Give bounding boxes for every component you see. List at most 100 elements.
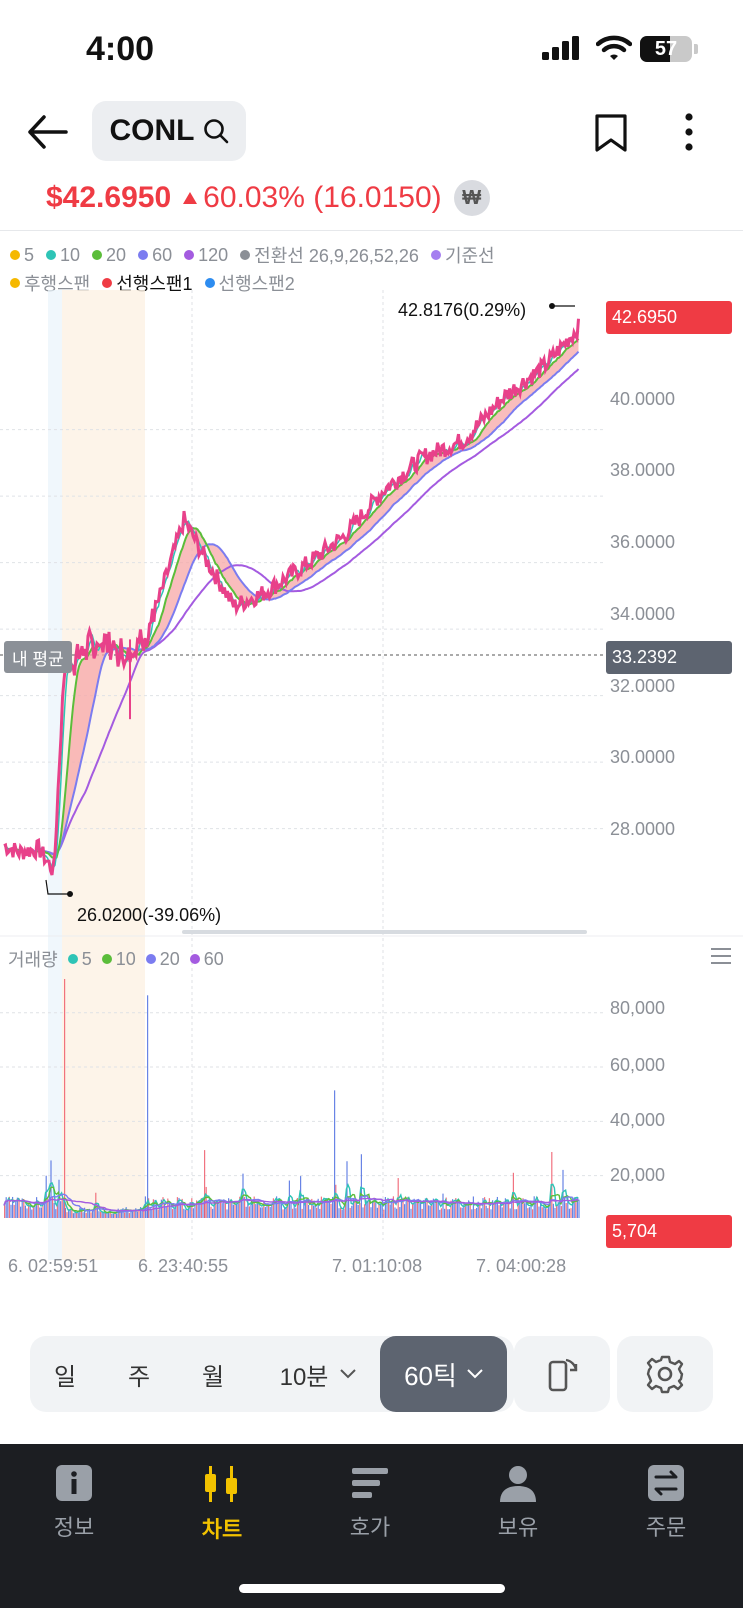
back-arrow-icon[interactable] — [26, 114, 70, 150]
volume-bar — [32, 1205, 34, 1218]
volume-bar — [188, 1209, 190, 1218]
menu-icon[interactable] — [710, 947, 732, 965]
currency-toggle-button[interactable]: ₩ — [453, 180, 490, 216]
volume-bar — [498, 1205, 500, 1218]
volume-bar — [295, 1208, 297, 1218]
legend-item[interactable]: 선행스팬1 — [102, 270, 193, 296]
price-axis-tick: 36.0000 — [610, 532, 676, 552]
price-axis-tick: 40.0000 — [610, 389, 676, 409]
search-icon — [203, 119, 228, 144]
volume-bar — [180, 1205, 182, 1218]
volume-bar — [559, 1201, 561, 1218]
minute-interval-dropdown[interactable]: 10분 — [258, 1336, 378, 1412]
volume-bar — [532, 1209, 534, 1218]
volume-bar — [564, 1197, 566, 1218]
symbol-search-button[interactable]: CONL — [92, 101, 246, 161]
time-axis-label: 6. 23:40:55 — [138, 1256, 229, 1276]
nav-order[interactable]: 주문 — [606, 1464, 726, 1542]
volume-bar — [514, 1209, 516, 1218]
ma60-line — [3, 350, 580, 856]
volume-bar — [192, 1208, 194, 1218]
chart-settings-button[interactable] — [617, 1336, 713, 1412]
volume-bar — [204, 1150, 206, 1218]
more-options-icon[interactable] — [684, 112, 694, 152]
volume-legend[interactable]: 거래량 5 10 20 60 — [8, 946, 224, 972]
volume-bar — [424, 1198, 426, 1218]
minute-interval-label: 10분 — [279, 1363, 329, 1391]
volume-bar — [522, 1198, 524, 1218]
nav-orderbook[interactable]: 호가 — [310, 1464, 430, 1542]
volume-bar — [316, 1207, 318, 1218]
volume-bar — [253, 1196, 255, 1218]
current-price: $42.6950 — [46, 181, 172, 214]
legend-item[interactable]: 20 — [92, 242, 126, 268]
legend-dot — [184, 250, 195, 260]
volume-bar — [429, 1205, 431, 1218]
volume-bar — [248, 1206, 250, 1218]
price-axis-tick: 32.0000 — [610, 676, 676, 696]
nav-chart-label: 차트 — [201, 1517, 243, 1542]
volume-bar — [210, 1206, 212, 1218]
wifi-icon — [596, 35, 632, 60]
legend-label: 20 — [106, 244, 127, 265]
volume-bar — [186, 1209, 188, 1218]
volume-bar — [480, 1208, 482, 1218]
indicator-legend-row2[interactable]: 후행스팬 선행스팬1 선행스팬2 — [10, 270, 295, 296]
rotate-screen-button[interactable] — [514, 1336, 610, 1412]
volume-bar — [157, 1209, 159, 1218]
legend-item[interactable]: 5 — [10, 242, 34, 268]
time-axis-label: 6. 02:59:51 — [8, 1256, 99, 1276]
nav-holdings[interactable]: 보유 — [458, 1464, 578, 1542]
price-chart[interactable] — [0, 230, 743, 1260]
volume-bar — [516, 1209, 518, 1218]
legend-item[interactable]: 60 — [138, 242, 172, 268]
price-line — [3, 318, 580, 876]
legend-label: 5 — [24, 244, 35, 265]
volume-bar — [541, 1207, 543, 1218]
legend-item[interactable]: 전환선 26,9,26,52,26 — [240, 242, 419, 268]
volume-bar — [340, 1207, 342, 1218]
volume-bar — [527, 1208, 529, 1218]
volume-bar — [149, 1207, 151, 1218]
volume-bar — [533, 1196, 535, 1218]
tick-interval-dropdown[interactable]: 60틱 — [380, 1336, 507, 1412]
tick-interval-label: 60틱 — [404, 1360, 457, 1391]
volume-bar — [320, 1196, 322, 1218]
legend-item[interactable]: 120 — [184, 242, 228, 268]
legend-item[interactable]: 10 — [46, 242, 80, 268]
nav-info[interactable]: 정보 — [14, 1464, 134, 1542]
status-time: 4:00 — [86, 30, 155, 68]
legend-item[interactable]: 기준선 — [430, 242, 495, 268]
period-day-button[interactable]: 일 — [53, 1363, 77, 1391]
volume-bar — [437, 1201, 439, 1218]
volume-bar — [114, 1212, 116, 1218]
volume-bar — [237, 1200, 239, 1218]
period-month-button[interactable]: 월 — [201, 1363, 225, 1391]
bookmark-icon[interactable] — [594, 114, 628, 152]
legend-dot — [92, 250, 103, 260]
legend-item[interactable]: 선행스팬2 — [204, 270, 295, 296]
volume-bar — [509, 1208, 511, 1218]
time-axis-label: 7. 04:00:28 — [476, 1256, 567, 1276]
legend-item[interactable]: 후행스팬 — [10, 270, 90, 296]
volume-bar — [372, 1200, 374, 1218]
volume-bar — [402, 1197, 404, 1218]
volume-bar — [229, 1199, 231, 1218]
volume-bar — [112, 1213, 114, 1218]
indicator-legend-row1[interactable]: 5 10 20 60 120 전환선 26,9,26,52,26 기준선 — [10, 242, 495, 268]
period-week-button[interactable]: 주 — [127, 1363, 151, 1391]
volume-bar — [101, 1211, 103, 1218]
volume-axis-tick: 20,000 — [610, 1165, 666, 1185]
volume-bar — [29, 1206, 31, 1218]
volume-bar — [138, 1209, 140, 1218]
volume-bar — [309, 1209, 311, 1218]
volume-bar — [42, 1202, 44, 1218]
volume-bar — [39, 1207, 41, 1218]
volume-bar — [128, 1213, 130, 1218]
volume-bar — [348, 1196, 350, 1218]
volume-bar — [90, 1212, 92, 1218]
nav-chart[interactable]: 차트 — [162, 1464, 282, 1544]
volume-bar — [405, 1197, 407, 1218]
chart-scrollbar — [182, 930, 587, 934]
bottom-navigation: 정보 차트 호가 보유 주문 — [0, 1444, 743, 1608]
